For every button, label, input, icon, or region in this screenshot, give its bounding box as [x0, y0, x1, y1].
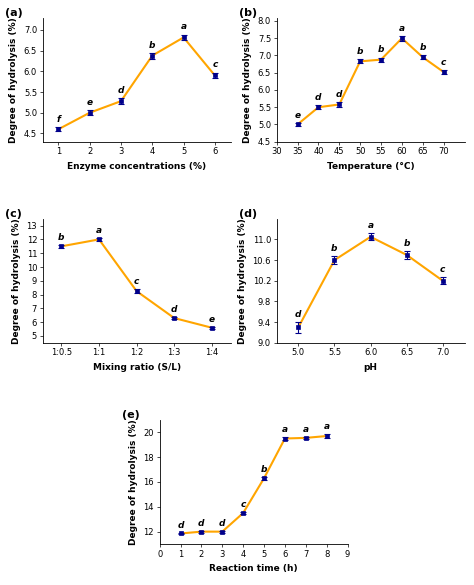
Text: c: c — [212, 60, 218, 70]
X-axis label: Mixing ratio (S/L): Mixing ratio (S/L) — [92, 363, 181, 372]
Text: (a): (a) — [5, 8, 23, 18]
Text: b: b — [357, 47, 364, 56]
Text: b: b — [261, 464, 267, 474]
Text: a: a — [324, 422, 330, 431]
Y-axis label: Degree of hydrolysis (%): Degree of hydrolysis (%) — [12, 218, 21, 343]
Y-axis label: Degree of hydrolysis (%): Degree of hydrolysis (%) — [243, 17, 252, 143]
Text: e: e — [87, 98, 93, 107]
Text: a: a — [181, 22, 187, 32]
Text: d: d — [336, 90, 343, 99]
Text: b: b — [149, 40, 155, 50]
Text: a: a — [96, 226, 102, 235]
Text: (d): (d) — [239, 209, 257, 219]
Text: c: c — [440, 265, 446, 274]
Text: e: e — [209, 315, 215, 324]
Text: e: e — [294, 111, 301, 120]
Text: c: c — [240, 500, 246, 509]
Text: d: d — [295, 310, 301, 319]
Text: d: d — [177, 521, 184, 529]
Text: d: d — [118, 86, 124, 95]
Text: c: c — [134, 277, 139, 287]
Y-axis label: Degree of hydrolysis (%): Degree of hydrolysis (%) — [238, 218, 247, 343]
Text: a: a — [303, 425, 309, 433]
Y-axis label: Degree of hydrolysis (%): Degree of hydrolysis (%) — [129, 419, 138, 545]
Text: (c): (c) — [5, 209, 22, 219]
Text: d: d — [315, 93, 322, 102]
Text: b: b — [403, 239, 410, 247]
Text: a: a — [367, 221, 374, 230]
Text: d: d — [219, 519, 226, 528]
X-axis label: Reaction time (h): Reaction time (h) — [210, 564, 298, 573]
Text: (b): (b) — [239, 8, 257, 18]
Text: c: c — [441, 57, 447, 67]
Text: a: a — [399, 24, 405, 33]
Text: b: b — [419, 43, 426, 52]
Y-axis label: Degree of hydrolysis (%): Degree of hydrolysis (%) — [9, 17, 18, 143]
Text: b: b — [331, 245, 337, 253]
Text: f: f — [56, 115, 60, 124]
Text: b: b — [378, 46, 384, 54]
Text: d: d — [171, 305, 177, 314]
Text: b: b — [58, 233, 64, 242]
Text: (e): (e) — [122, 410, 140, 420]
Text: a: a — [282, 425, 288, 434]
X-axis label: Temperature (°C): Temperature (°C) — [327, 162, 414, 171]
Text: d: d — [198, 519, 205, 528]
X-axis label: Enzyme concentrations (%): Enzyme concentrations (%) — [67, 162, 206, 171]
X-axis label: pH: pH — [364, 363, 378, 372]
